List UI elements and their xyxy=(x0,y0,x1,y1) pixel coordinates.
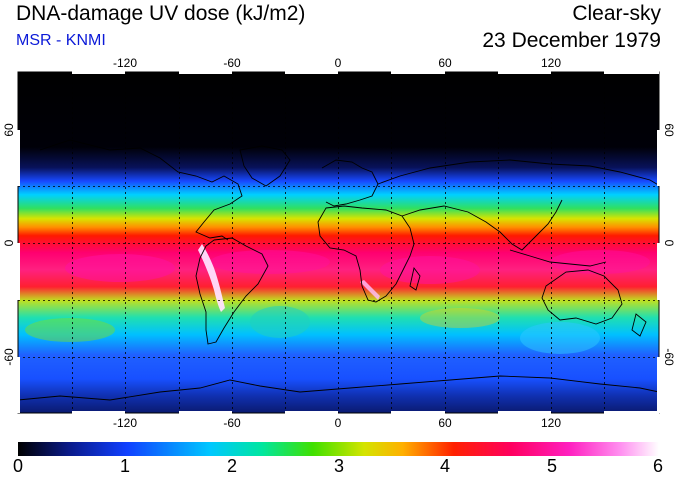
lat-right-tick: -60 xyxy=(662,348,676,366)
lon-bottom-tick: 60 xyxy=(438,416,452,430)
lat-left-tick: 0 xyxy=(2,239,16,246)
colorbar-label: 1 xyxy=(119,456,131,476)
map-title: DNA-damage UV dose (kJ/m2) xyxy=(16,2,306,25)
lon-top-tick: 120 xyxy=(541,56,561,70)
colorbar-label: 0 xyxy=(12,456,24,476)
colorbar-label: 4 xyxy=(439,456,451,476)
colorbar-label: 3 xyxy=(333,456,345,476)
axis-labels: -120 -60 0 60 120 -120 -60 0 60 120 60 0… xyxy=(2,56,676,430)
sky-condition-label: Clear-sky xyxy=(572,2,661,25)
colorbar xyxy=(18,442,659,456)
lat-left-tick: 60 xyxy=(2,123,16,137)
lon-bottom-tick: 0 xyxy=(335,416,342,430)
lat-right-tick: 60 xyxy=(662,123,676,137)
date-label: 23 December 1979 xyxy=(482,29,661,52)
dose-field-structure xyxy=(25,244,650,354)
lon-top-tick: -120 xyxy=(113,56,137,70)
lat-left-tick: -60 xyxy=(2,348,16,366)
lon-bottom-tick: 120 xyxy=(541,416,561,430)
colorbar-label: 2 xyxy=(226,456,238,476)
graticule xyxy=(18,72,659,413)
colorbar-label: 6 xyxy=(652,456,664,476)
source-label: MSR - KNMI xyxy=(16,32,106,49)
lat-right-tick: 0 xyxy=(662,240,676,247)
lon-top-tick: 0 xyxy=(335,56,342,70)
lon-bottom-tick: -120 xyxy=(113,416,137,430)
lon-bottom-tick: -60 xyxy=(223,416,241,430)
colorbar-label: 5 xyxy=(546,456,558,476)
lon-top-tick: -60 xyxy=(223,56,241,70)
lon-top-tick: 60 xyxy=(438,56,452,70)
coastlines xyxy=(18,139,659,401)
map-frame xyxy=(17,71,660,414)
